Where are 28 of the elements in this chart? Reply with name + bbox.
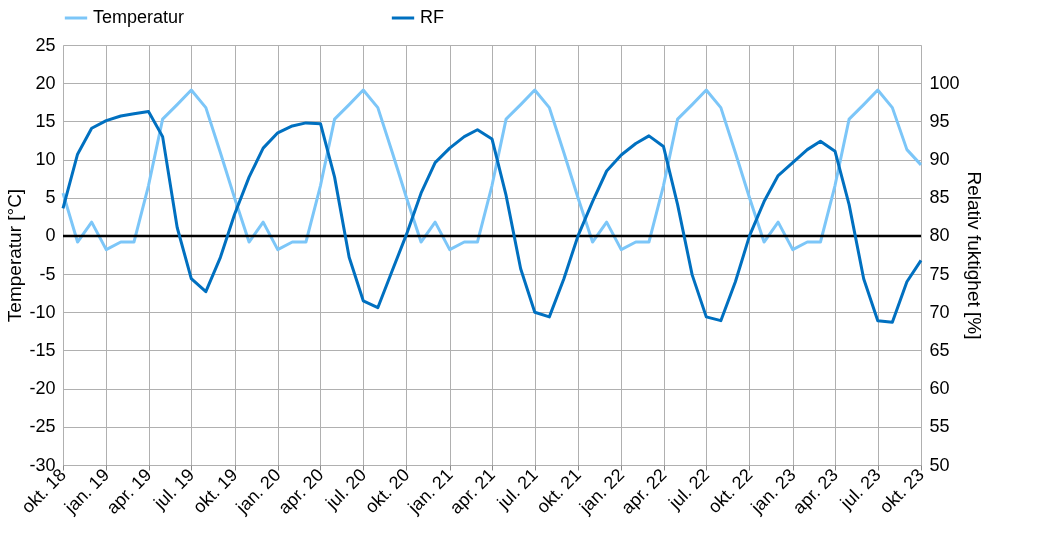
y-tick-label: 15 xyxy=(35,110,56,131)
y2-tick-label: 85 xyxy=(929,187,950,208)
y-tick-label: 20 xyxy=(35,72,56,93)
y-tick-label: -5 xyxy=(39,263,56,284)
y2-tick-label: 90 xyxy=(929,149,950,170)
y-tick-label: -25 xyxy=(29,416,56,437)
y-tick-label: 10 xyxy=(35,149,56,170)
line-series xyxy=(61,88,923,252)
y2-tick-label: 50 xyxy=(929,454,950,475)
y2-tick-label: 70 xyxy=(929,301,950,322)
y-tick-label: 0 xyxy=(45,225,56,246)
y2-tick-label: 100 xyxy=(929,72,960,93)
y2-tick-label: 80 xyxy=(929,225,950,246)
y2-axis-title: Relativ fuktighet [%] xyxy=(963,171,985,340)
y-tick-label: -20 xyxy=(29,378,56,399)
y2-tick-label: 95 xyxy=(929,110,950,131)
line-series xyxy=(61,109,923,324)
y2-tick-label: 60 xyxy=(929,378,950,399)
y-tick-label: 25 xyxy=(35,34,56,55)
y-tick-label: -15 xyxy=(29,339,56,360)
y2-tick-label: 75 xyxy=(929,263,950,284)
y2-tick-label: 65 xyxy=(929,339,950,360)
y2-tick-label: 55 xyxy=(929,416,950,437)
y-axis-title: Temperatur [°C] xyxy=(4,188,26,323)
y-tick-label: -10 xyxy=(29,301,56,322)
legend-label: Temperatur xyxy=(93,7,185,27)
y-tick-label: 5 xyxy=(45,187,56,208)
legend-label: RF xyxy=(420,7,444,27)
